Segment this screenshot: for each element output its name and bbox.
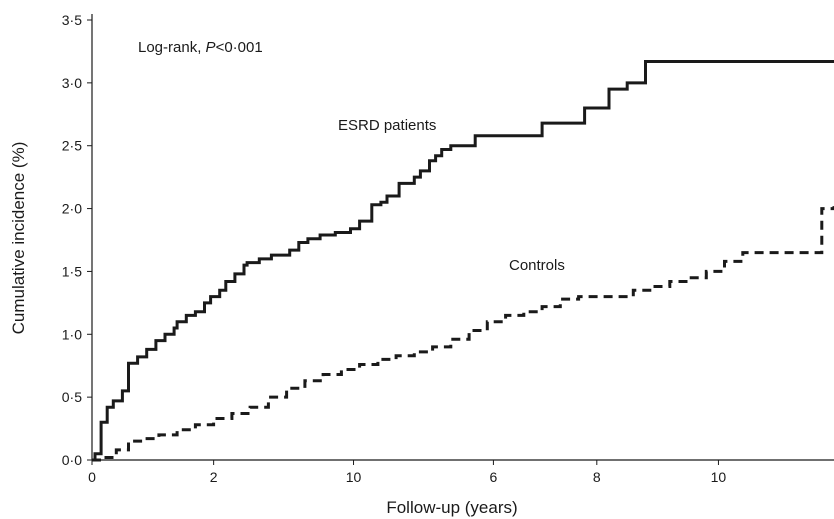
x-tick-label: 6 <box>490 469 498 485</box>
x-tick-label: 2 <box>210 469 218 485</box>
logrank-prefix: Log-rank, <box>138 39 206 56</box>
y-tick-label: 1·5 <box>62 263 82 279</box>
x-axis-title: Follow-up (years) <box>386 498 517 517</box>
y-tick-label: 0·0 <box>62 452 82 468</box>
esrd-series-label: ESRD patients <box>338 117 436 134</box>
logrank-annotation: Log-rank, P<0·001 <box>138 39 263 56</box>
y-tick-label: 3·5 <box>62 12 82 28</box>
x-tick-label: 0 <box>88 469 96 485</box>
controls-line <box>92 206 834 462</box>
x-ticks: 0 2 10 6 8 10 <box>88 460 726 485</box>
y-tick-label: 1·0 <box>62 326 82 342</box>
x-tick-label: 10 <box>346 469 362 485</box>
esrd-patients-line <box>92 60 834 462</box>
x-tick-label: 8 <box>593 469 601 485</box>
series-layer <box>92 60 834 462</box>
y-tick-label: 3·0 <box>62 75 82 91</box>
y-axis-title: Cumulative incidence (%) <box>9 142 28 335</box>
logrank-p-symbol: P <box>206 39 216 56</box>
y-tick-label: 2·0 <box>62 201 82 217</box>
y-ticks: 0·0 0·5 1·0 1·5 2·0 2·5 3·0 3·5 <box>62 12 92 468</box>
axes <box>91 14 834 461</box>
x-tick-label: 10 <box>711 469 727 485</box>
y-tick-label: 2·5 <box>62 138 82 154</box>
logrank-p-value: <0·001 <box>216 39 263 56</box>
controls-series-label: Controls <box>509 257 565 274</box>
y-tick-label: 0·5 <box>62 389 82 405</box>
